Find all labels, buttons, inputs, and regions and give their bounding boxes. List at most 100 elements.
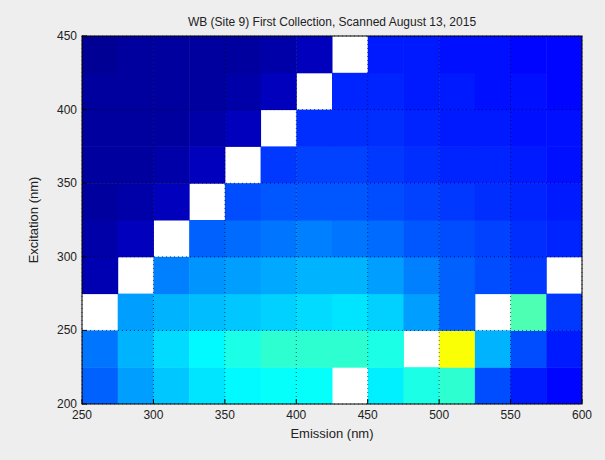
cell <box>153 110 189 147</box>
cell <box>368 73 404 110</box>
tick <box>224 399 225 404</box>
grid-line <box>82 330 582 331</box>
cell <box>403 36 439 73</box>
cell <box>225 294 261 331</box>
cell <box>261 73 297 110</box>
cell <box>439 330 475 367</box>
cell <box>475 146 511 183</box>
cell <box>511 146 547 183</box>
cell <box>546 367 582 404</box>
cell <box>118 330 154 367</box>
cell <box>511 294 547 331</box>
cell <box>189 330 225 367</box>
cell <box>225 183 261 220</box>
cell <box>368 367 404 404</box>
tick <box>82 256 87 257</box>
cell <box>403 73 439 110</box>
cell <box>118 220 154 257</box>
cell <box>189 257 225 294</box>
tick-label: 550 <box>501 408 521 422</box>
cell <box>403 183 439 220</box>
cell <box>225 330 261 367</box>
cell <box>511 183 547 220</box>
cell <box>189 294 225 331</box>
cell <box>439 73 475 110</box>
cell <box>511 330 547 367</box>
cell <box>546 183 582 220</box>
cell <box>475 36 511 73</box>
grid-line <box>82 183 582 184</box>
cell <box>296 257 332 294</box>
frame <box>82 36 582 404</box>
tick <box>367 399 368 404</box>
cell <box>475 73 511 110</box>
cell <box>368 220 404 257</box>
y-axis-title: Excitation (nm) <box>26 177 41 264</box>
cell <box>403 146 439 183</box>
tick <box>153 399 154 404</box>
grid-line <box>296 36 297 404</box>
cell <box>403 367 439 404</box>
tick-label: 500 <box>429 408 449 422</box>
cell <box>118 367 154 404</box>
cell <box>475 220 511 257</box>
tick-label: 300 <box>143 408 163 422</box>
cell <box>225 367 261 404</box>
cell <box>546 73 582 110</box>
tick <box>510 399 511 404</box>
tick <box>82 109 87 110</box>
grid-line <box>82 109 582 110</box>
cell <box>296 183 332 220</box>
cell <box>368 183 404 220</box>
cell <box>118 294 154 331</box>
cell <box>332 294 368 331</box>
chart: 2503003504004505005506002002503003504004… <box>0 0 605 460</box>
cell <box>261 146 297 183</box>
grid-line <box>367 36 368 404</box>
cell <box>332 146 368 183</box>
cell <box>118 183 154 220</box>
tick-label: 450 <box>57 29 77 43</box>
cell <box>475 110 511 147</box>
cell <box>511 73 547 110</box>
cell <box>546 146 582 183</box>
title: WB (Site 9) First Collection, Scanned Au… <box>188 15 476 29</box>
cell <box>368 330 404 367</box>
cell <box>153 73 189 110</box>
cell <box>189 36 225 73</box>
cell <box>153 146 189 183</box>
cell <box>332 73 368 110</box>
cell <box>368 294 404 331</box>
cell <box>82 36 118 73</box>
cell <box>332 330 368 367</box>
tick-label: 250 <box>57 323 77 337</box>
cell <box>475 183 511 220</box>
tick <box>439 399 440 404</box>
cell <box>225 36 261 73</box>
cell <box>189 367 225 404</box>
tick-label: 300 <box>57 250 77 264</box>
cell <box>153 330 189 367</box>
grid-line <box>153 36 154 404</box>
cell <box>296 110 332 147</box>
cell <box>546 110 582 147</box>
cell <box>153 183 189 220</box>
grid-line <box>224 36 225 404</box>
cell <box>261 183 297 220</box>
cell <box>332 183 368 220</box>
tick-label: 200 <box>57 397 77 411</box>
cell <box>261 367 297 404</box>
cell <box>118 73 154 110</box>
cell <box>368 257 404 294</box>
cell <box>189 220 225 257</box>
cell <box>332 220 368 257</box>
cell <box>546 330 582 367</box>
grid-line <box>510 36 511 404</box>
cell <box>153 36 189 73</box>
grid <box>82 36 582 404</box>
cell <box>82 183 118 220</box>
cell <box>439 146 475 183</box>
cell <box>82 367 118 404</box>
cell <box>118 146 154 183</box>
cell <box>546 36 582 73</box>
